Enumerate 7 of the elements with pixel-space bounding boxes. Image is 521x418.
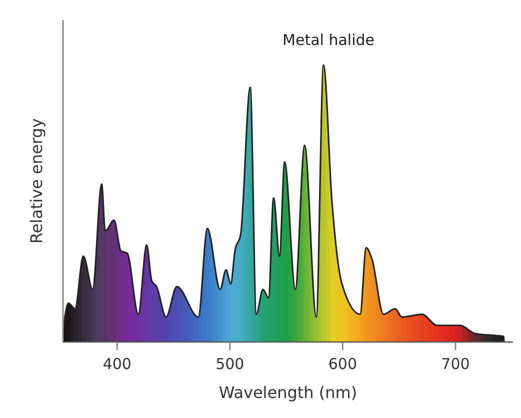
series-label: Metal halide: [282, 31, 375, 49]
x-tick-label: 600: [328, 355, 358, 373]
x-tick-label: 500: [216, 355, 244, 373]
x-axis-title: Wavelength (nm): [218, 383, 358, 402]
y-axis-title: Relative energy: [27, 118, 46, 244]
x-tick-label: 700: [441, 355, 470, 373]
x-tick-label: 400: [102, 355, 132, 373]
